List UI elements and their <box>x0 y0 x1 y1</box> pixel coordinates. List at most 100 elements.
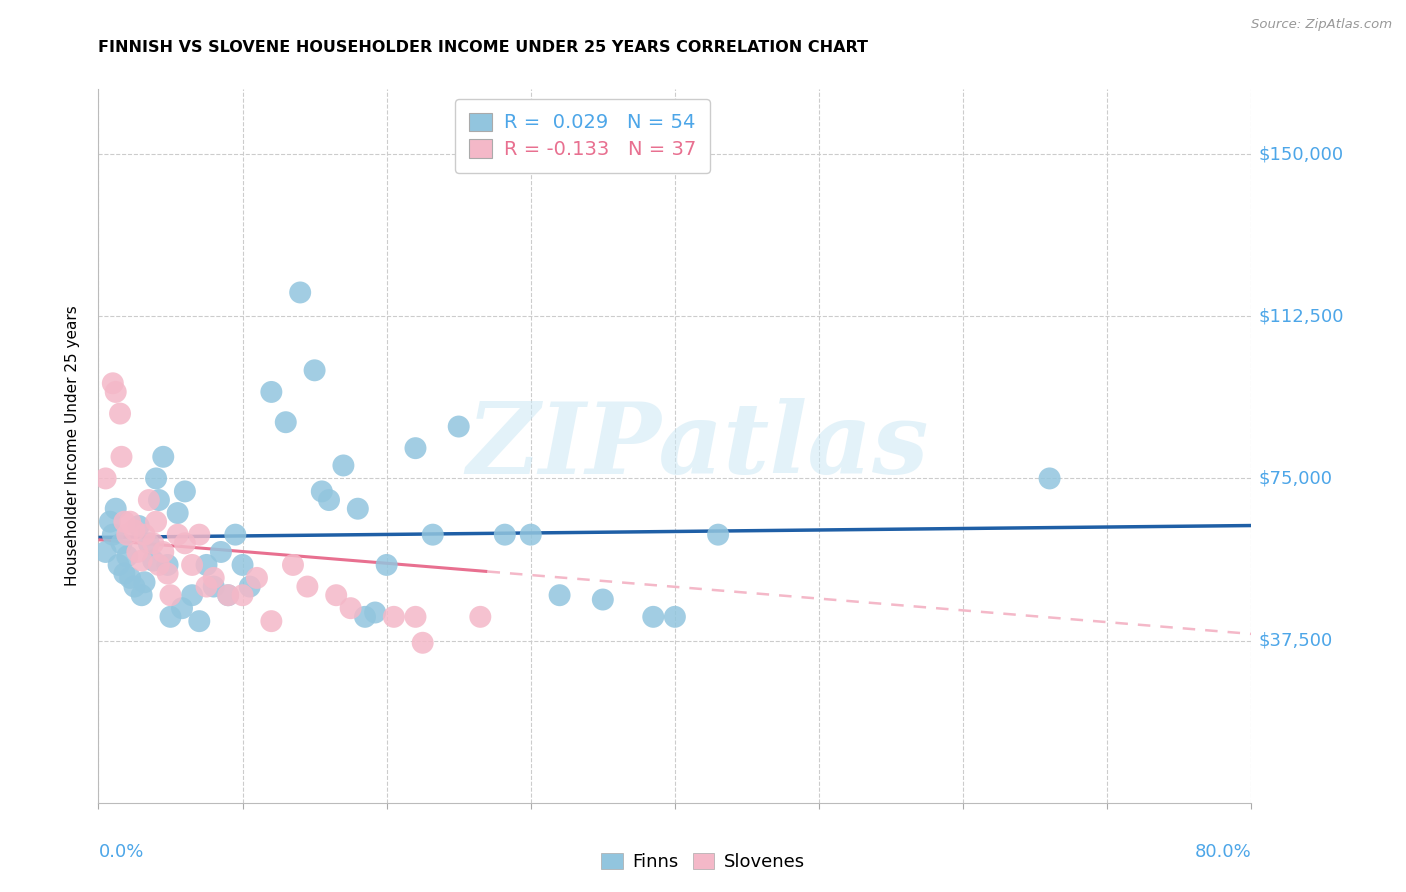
Text: $150,000: $150,000 <box>1258 145 1344 163</box>
Legend: R =  0.029   N = 54, R = -0.133   N = 37: R = 0.029 N = 54, R = -0.133 N = 37 <box>456 99 710 173</box>
Point <box>188 614 211 628</box>
Point <box>592 592 614 607</box>
Point <box>174 536 197 550</box>
Point <box>332 458 354 473</box>
Point <box>104 384 127 399</box>
Point <box>217 588 239 602</box>
Point <box>112 515 135 529</box>
Point <box>548 588 571 602</box>
Point <box>239 580 262 594</box>
Point <box>217 588 239 602</box>
Point <box>422 527 444 541</box>
Point <box>494 527 516 541</box>
Point <box>643 610 665 624</box>
Point <box>124 580 146 594</box>
Point <box>174 484 197 499</box>
Point <box>138 493 160 508</box>
Point <box>101 527 124 541</box>
Point <box>131 553 153 567</box>
Point <box>101 376 124 391</box>
Point <box>231 558 254 572</box>
Point <box>181 558 204 572</box>
Point <box>520 527 543 541</box>
Point <box>145 471 167 485</box>
Point <box>1038 471 1062 485</box>
Point <box>325 588 347 602</box>
Point <box>170 601 193 615</box>
Point <box>274 415 297 429</box>
Legend: Finns, Slovenes: Finns, Slovenes <box>595 846 811 879</box>
Text: $112,500: $112,500 <box>1258 307 1344 326</box>
Point <box>108 407 131 421</box>
Point <box>127 545 149 559</box>
Point <box>311 484 333 499</box>
Point <box>134 527 156 541</box>
Point <box>664 610 686 624</box>
Point <box>375 558 398 572</box>
Point <box>166 527 188 541</box>
Point <box>107 558 129 572</box>
Point <box>128 519 150 533</box>
Text: FINNISH VS SLOVENE HOUSEHOLDER INCOME UNDER 25 YEARS CORRELATION CHART: FINNISH VS SLOVENE HOUSEHOLDER INCOME UN… <box>98 40 869 55</box>
Point <box>246 571 269 585</box>
Point <box>318 493 340 508</box>
Point <box>142 553 165 567</box>
Point <box>405 610 427 624</box>
Point <box>202 580 225 594</box>
Point <box>231 588 254 602</box>
Point <box>202 571 225 585</box>
Point <box>260 384 283 399</box>
Point <box>166 506 188 520</box>
Point <box>156 558 179 572</box>
Point <box>224 527 246 541</box>
Point <box>405 441 427 455</box>
Y-axis label: Householder Income Under 25 years: Householder Income Under 25 years <box>65 306 80 586</box>
Text: 80.0%: 80.0% <box>1195 843 1251 861</box>
Point <box>209 545 232 559</box>
Point <box>382 610 405 624</box>
Point <box>339 601 361 615</box>
Point <box>159 610 181 624</box>
Point <box>281 558 304 572</box>
Point <box>117 549 138 564</box>
Point <box>134 575 156 590</box>
Point <box>195 580 218 594</box>
Point <box>110 450 132 464</box>
Point <box>98 515 121 529</box>
Point <box>142 536 165 550</box>
Point <box>412 636 434 650</box>
Point <box>260 614 283 628</box>
Text: $75,000: $75,000 <box>1258 469 1333 487</box>
Point <box>110 536 132 550</box>
Point <box>152 545 174 559</box>
Point <box>188 527 211 541</box>
Point <box>470 610 492 624</box>
Point <box>195 558 218 572</box>
Point <box>138 536 160 550</box>
Point <box>145 515 167 529</box>
Point <box>364 606 387 620</box>
Point <box>346 501 368 516</box>
Point <box>148 558 170 572</box>
Point <box>159 588 181 602</box>
Text: ZIPatlas: ZIPatlas <box>467 398 929 494</box>
Point <box>148 493 170 508</box>
Point <box>152 450 174 464</box>
Point <box>156 566 179 581</box>
Point <box>104 501 127 516</box>
Point <box>354 610 377 624</box>
Point <box>181 588 204 602</box>
Point <box>290 285 312 300</box>
Point <box>120 515 142 529</box>
Point <box>447 419 470 434</box>
Point <box>707 527 730 541</box>
Point <box>297 580 319 594</box>
Text: Source: ZipAtlas.com: Source: ZipAtlas.com <box>1251 18 1392 31</box>
Point <box>124 524 146 538</box>
Point <box>131 588 153 602</box>
Point <box>117 527 138 541</box>
Text: $37,500: $37,500 <box>1258 632 1333 649</box>
Point <box>304 363 326 377</box>
Point <box>112 566 135 581</box>
Point <box>120 571 142 585</box>
